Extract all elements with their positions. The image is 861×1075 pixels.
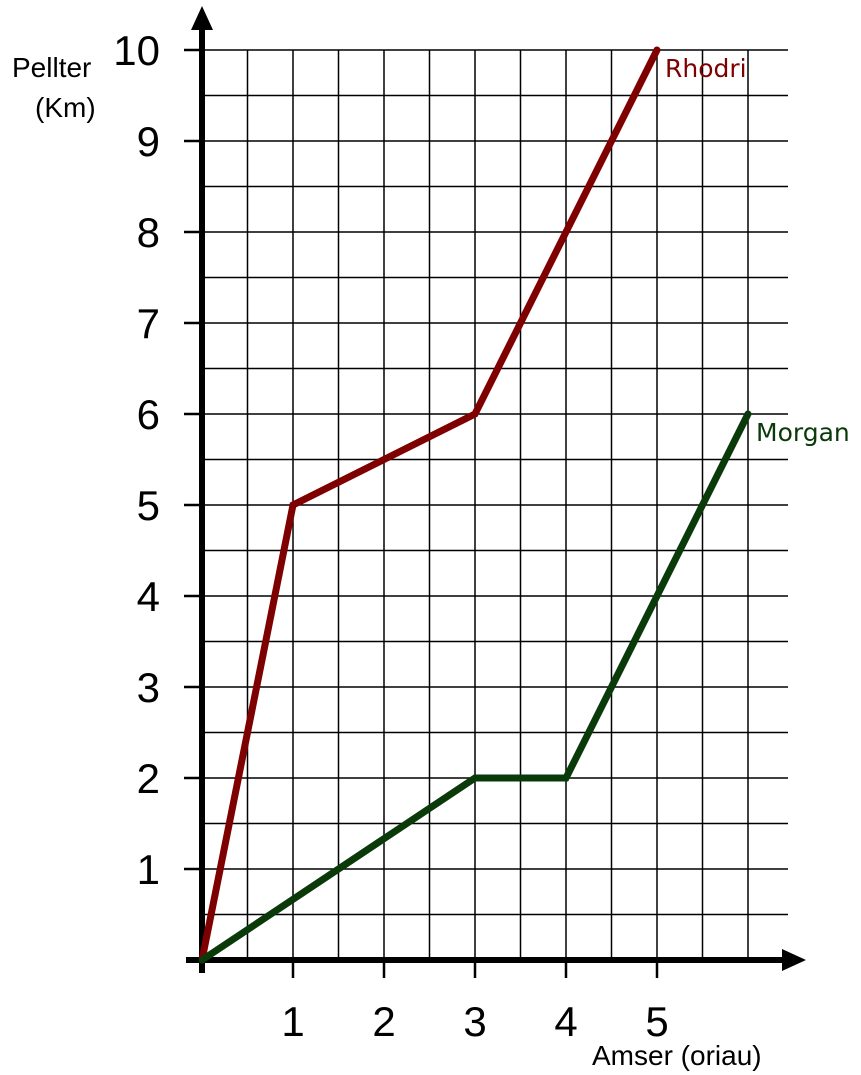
y-tick-label: 6	[137, 391, 160, 438]
y-tick-label: 1	[137, 846, 160, 893]
y-axis-title-line-2: (Km)	[35, 92, 96, 123]
x-axis-arrow-icon	[782, 949, 806, 971]
y-tick-label: 3	[137, 664, 160, 711]
y-tick-label: 5	[137, 482, 160, 529]
series-line-rhodri	[198, 46, 661, 964]
series-group: Rhodri Morgan	[198, 46, 850, 964]
x-axis-title: Amser (oriau)	[592, 1040, 762, 1071]
axes	[186, 6, 806, 973]
series-line-morgan	[198, 410, 752, 964]
x-tick-label: 5	[645, 998, 668, 1045]
x-tick-label: 3	[463, 998, 486, 1045]
axis-labels: Pellter (Km) Amser (oriau)	[12, 52, 762, 1071]
x-tick-marks: 1 2 3 4 5	[281, 960, 669, 1045]
y-tick-label: 8	[137, 209, 160, 256]
y-tick-label: 10	[113, 27, 160, 74]
x-tick-label: 2	[372, 998, 395, 1045]
y-tick-label: 9	[137, 118, 160, 165]
y-tick-label: 2	[137, 755, 160, 802]
y-axis-arrow-icon	[191, 6, 213, 30]
y-tick-marks: 1 2 3 4 5 6 7 8 9 10	[113, 27, 202, 893]
x-tick-label: 4	[554, 998, 577, 1045]
x-tick-label: 1	[281, 998, 304, 1045]
y-tick-label: 7	[137, 300, 160, 347]
series-label-morgan: Morgan	[756, 418, 850, 447]
y-axis-title-line-1: Pellter	[12, 52, 91, 83]
y-tick-label: 4	[137, 573, 160, 620]
series-label-rhodri: Rhodri	[665, 54, 747, 83]
